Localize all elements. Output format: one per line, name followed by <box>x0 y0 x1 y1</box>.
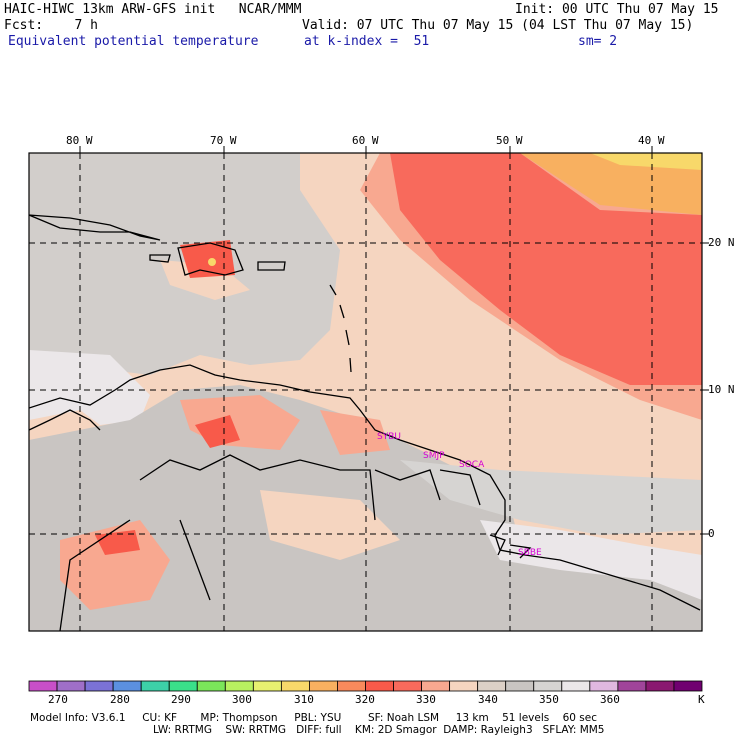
warm-streak <box>160 260 250 300</box>
lesser-antilles <box>329 284 352 373</box>
smoothing: sm= 2 <box>578 34 618 49</box>
colorbar-swatch <box>533 680 563 692</box>
colorbar-swatch <box>56 680 86 692</box>
colorbar-unit: K <box>698 693 705 706</box>
colorbar-swatch <box>617 680 647 692</box>
colorbar-tick: 300 <box>232 693 252 706</box>
colorbar-swatch <box>421 680 451 692</box>
colorbar-swatch <box>505 680 535 692</box>
lat-label-20n: 20 N <box>708 236 735 249</box>
colorbar-swatch <box>561 680 591 692</box>
lon-label-80w: 80 W <box>66 134 93 147</box>
lon-label-60w: 60 W <box>352 134 379 147</box>
colorbar-swatch <box>224 680 254 692</box>
colorbar-swatch <box>477 680 507 692</box>
plot-title: HAIC-HIWC 13km ARW-GFS init NCAR/MMM <box>4 2 302 17</box>
colorbar-swatch <box>393 680 422 692</box>
hot-spot <box>195 415 240 448</box>
field-name: Equivalent potential temperature <box>8 34 259 49</box>
colorbar-tick: 340 <box>478 693 498 706</box>
colorbar-tick: 310 <box>294 693 314 706</box>
colorbar-tick: 360 <box>600 693 620 706</box>
colorbar-tick: 280 <box>110 693 130 706</box>
colorbar-tick: 330 <box>416 693 436 706</box>
lon-label-40w: 40 W <box>638 134 665 147</box>
central-america-coast <box>29 409 101 431</box>
model-info-line1: Model Info: V3.6.1 CU: KF MP: Thompson P… <box>30 712 597 724</box>
colorbar-swatch <box>280 680 310 692</box>
lon-label-70w: 70 W <box>210 134 237 147</box>
warm-land-area <box>260 490 400 560</box>
colorbar-swatch <box>196 680 226 692</box>
country-borders <box>59 454 481 631</box>
colorbar-swatch <box>365 680 394 692</box>
light-area <box>400 460 702 535</box>
warm-land-area <box>320 410 390 455</box>
colorbar-swatch <box>252 680 282 692</box>
station-label-soca: SOCA <box>459 460 485 470</box>
south-america-coast <box>29 364 701 611</box>
colorbar-swatch <box>645 680 675 692</box>
colorbar-swatch <box>589 680 619 692</box>
atlantic-top <box>590 153 702 170</box>
colorbar-swatch <box>112 680 142 692</box>
colorbar-swatch <box>84 680 114 692</box>
lat-label-10n: 10 N <box>708 383 735 396</box>
colorbar-tick: 350 <box>539 693 559 706</box>
light-area <box>29 350 150 425</box>
model-info-line2: LW: RRTMG SW: RRTMG DIFF: full KM: 2D Sm… <box>153 724 605 736</box>
colorbar-swatch <box>673 680 703 692</box>
forecast-hour: Fcst: 7 h <box>4 18 98 33</box>
station-label-smjp: SMJP <box>423 451 445 461</box>
atlantic-upper <box>520 153 702 215</box>
cuba-coast <box>29 214 161 241</box>
station-label-sybu: SYBU <box>377 432 401 442</box>
puerto-rico-coast <box>257 261 286 271</box>
colorbar-swatch <box>337 680 366 692</box>
hispaniola-hot-spot <box>208 258 216 266</box>
colorbar-swatch <box>449 680 479 692</box>
colorbar-swatch <box>309 680 338 692</box>
hispaniola-coast <box>177 242 244 276</box>
hispaniola-warm <box>180 240 235 278</box>
init-time: Init: 00 UTC Thu 07 May 15 <box>515 2 719 17</box>
colorbar-swatch <box>28 680 58 692</box>
level-index: at k-index = 51 <box>304 34 430 49</box>
colorbar-tick: 320 <box>355 693 375 706</box>
lon-label-50w: 50 W <box>496 134 523 147</box>
amazon-mouth <box>489 534 532 559</box>
jamaica-coast <box>149 254 171 263</box>
colorbar-swatch <box>140 680 170 692</box>
lat-label-0: 0 <box>708 527 715 540</box>
atlantic-hot-band <box>390 153 702 385</box>
valid-time: Valid: 07 UTC Thu 07 May 15 (04 LST Thu … <box>302 18 694 33</box>
colorbar-tick: 270 <box>48 693 68 706</box>
warm-land-area <box>60 520 170 610</box>
colorbar-tick: 290 <box>171 693 191 706</box>
station-label-sbbe: SBBE <box>518 548 542 558</box>
light-area <box>480 520 702 600</box>
colorbar-swatch <box>168 680 198 692</box>
